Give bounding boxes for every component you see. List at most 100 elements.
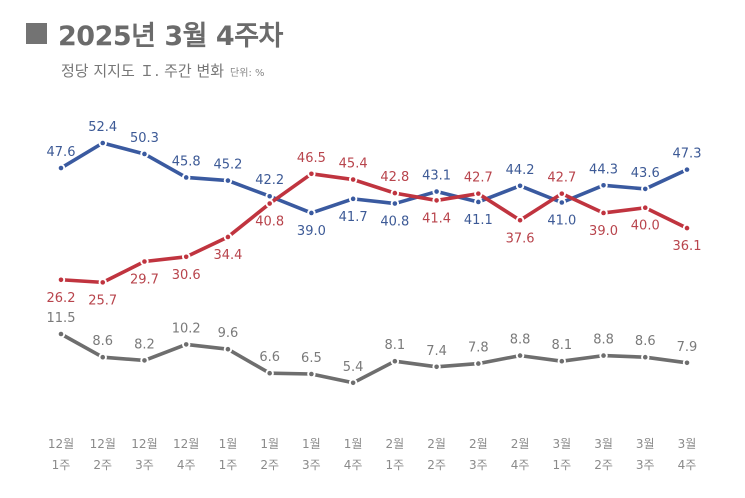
series-red-point bbox=[559, 191, 565, 196]
series-blue-point bbox=[476, 199, 481, 205]
series-blue-segment bbox=[519, 184, 563, 205]
series-gray-segment bbox=[143, 342, 187, 363]
series-red-point bbox=[309, 171, 314, 177]
series-gray-segment bbox=[561, 353, 604, 363]
x-tick-label-month: 1월 bbox=[260, 437, 279, 451]
data-label-blue: 43.6 bbox=[631, 166, 660, 181]
data-label-red: 30.6 bbox=[172, 268, 201, 283]
x-tick-label-week: 2주 bbox=[427, 458, 446, 472]
data-label-gray: 5.4 bbox=[343, 360, 364, 375]
series-gray-segment bbox=[60, 332, 104, 359]
x-tick-label-week: 3주 bbox=[636, 458, 655, 472]
series-red-point bbox=[142, 259, 147, 264]
series-blue-point bbox=[183, 175, 189, 180]
series-gray-point bbox=[183, 342, 189, 347]
series-red-point bbox=[183, 254, 189, 260]
series-gray-point bbox=[142, 358, 147, 363]
series-gray-point bbox=[601, 353, 606, 358]
series-red-segment bbox=[226, 202, 271, 239]
x-tick-label-week: 2주 bbox=[260, 458, 279, 472]
data-label-red: 36.1 bbox=[673, 239, 702, 254]
x-tick-label-week: 4주 bbox=[344, 458, 363, 472]
series-red-point bbox=[350, 177, 356, 182]
x-tick-label-month: 12월 bbox=[131, 437, 157, 451]
series-gray-segment bbox=[436, 361, 479, 369]
x-tick-label-month: 1월 bbox=[219, 437, 238, 451]
series-blue-point bbox=[58, 165, 64, 171]
series-blue-point bbox=[684, 167, 690, 172]
series-blue-segment bbox=[102, 141, 145, 156]
x-tick-label-week: 1주 bbox=[386, 458, 405, 472]
series-gray-segment bbox=[394, 359, 437, 369]
series-gray-segment bbox=[477, 353, 521, 366]
x-tick-label-month: 3월 bbox=[678, 437, 697, 451]
series-gray-segment bbox=[227, 347, 271, 375]
series-blue-point bbox=[350, 196, 356, 202]
series-red-point bbox=[392, 190, 398, 196]
series-red-point bbox=[476, 191, 481, 196]
series-blue-point bbox=[142, 151, 147, 157]
series-gray-segment bbox=[185, 342, 229, 351]
data-label-blue: 41.7 bbox=[339, 210, 368, 225]
data-label-gray: 11.5 bbox=[47, 311, 76, 326]
chart-title-row: 2025년 3월 4주차 bbox=[26, 14, 283, 53]
series-blue-point bbox=[517, 183, 523, 189]
data-label-red: 29.7 bbox=[130, 272, 159, 287]
data-label-gray: 8.8 bbox=[593, 333, 614, 348]
series-gray-point bbox=[267, 370, 272, 376]
data-label-red: 39.0 bbox=[589, 224, 618, 239]
series-blue-point bbox=[559, 200, 565, 205]
data-label-blue: 44.3 bbox=[589, 162, 618, 177]
x-tick-label-week: 1주 bbox=[552, 458, 571, 472]
x-tick-label-week: 2주 bbox=[93, 458, 112, 472]
series-blue-segment bbox=[227, 178, 271, 198]
x-tick-label-week: 3주 bbox=[302, 458, 321, 472]
data-label-blue: 45.8 bbox=[172, 154, 201, 169]
series-red-segment bbox=[561, 192, 605, 215]
data-label-gray: 8.1 bbox=[551, 338, 572, 353]
series-red-point bbox=[267, 201, 272, 206]
x-tick-label-month: 3월 bbox=[552, 437, 571, 451]
series-red-segment bbox=[268, 172, 313, 206]
series-blue-segment bbox=[143, 152, 188, 180]
series-red-point bbox=[225, 234, 231, 240]
x-tick-label-week: 4주 bbox=[177, 458, 196, 472]
data-label-blue: 45.2 bbox=[213, 158, 242, 173]
series-red-segment bbox=[352, 177, 396, 195]
data-label-blue: 43.1 bbox=[422, 169, 451, 184]
series-gray-segment bbox=[269, 371, 312, 376]
x-tick-label-month: 3월 bbox=[636, 437, 655, 451]
series-gray-point bbox=[225, 346, 231, 352]
data-label-gray: 7.8 bbox=[468, 341, 489, 356]
series-red-point bbox=[434, 198, 439, 203]
x-tick-label-month: 12월 bbox=[90, 437, 116, 451]
series-red-segment bbox=[394, 191, 437, 203]
data-label-gray: 6.5 bbox=[301, 351, 322, 366]
data-label-red: 45.4 bbox=[339, 157, 368, 172]
series-gray-point bbox=[642, 354, 648, 360]
series-gray-point bbox=[58, 331, 64, 337]
series-blue-segment bbox=[310, 197, 354, 215]
data-label-red: 40.0 bbox=[631, 219, 660, 234]
x-tick-label-week: 2주 bbox=[594, 458, 613, 472]
series-gray-segment bbox=[645, 355, 688, 365]
x-tick-label-month: 2월 bbox=[427, 437, 446, 451]
series-red-segment bbox=[144, 255, 187, 264]
series-blue-segment bbox=[352, 197, 396, 206]
series-gray-point bbox=[392, 358, 398, 364]
series-red-point bbox=[58, 277, 64, 283]
x-tick-label-month: 2월 bbox=[386, 437, 405, 451]
x-tick-label-month: 1월 bbox=[344, 437, 363, 451]
series-red-point bbox=[517, 217, 523, 223]
x-tick-label-month: 2월 bbox=[511, 437, 530, 451]
data-label-red: 42.7 bbox=[464, 171, 493, 186]
series-gray-point bbox=[350, 380, 356, 386]
series-blue-point bbox=[267, 193, 272, 199]
data-label-gray: 8.1 bbox=[385, 338, 406, 353]
data-label-red: 37.6 bbox=[506, 231, 535, 246]
series-blue-segment bbox=[186, 175, 229, 183]
data-label-red: 41.4 bbox=[422, 211, 451, 226]
data-label-blue: 47.6 bbox=[47, 145, 76, 160]
series-gray-segment bbox=[519, 353, 563, 363]
